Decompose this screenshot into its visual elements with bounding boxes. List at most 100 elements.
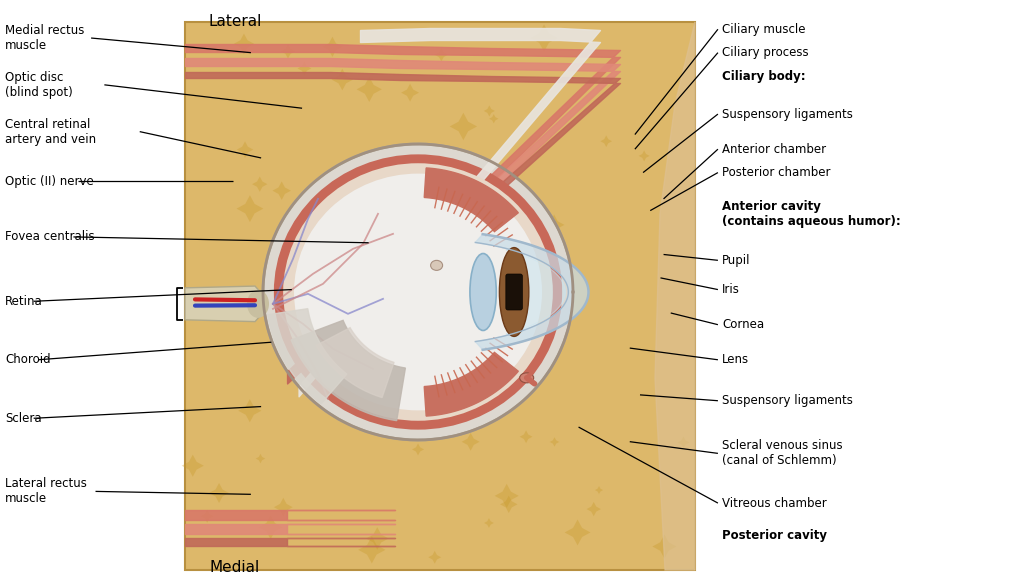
Ellipse shape: [470, 253, 497, 331]
Ellipse shape: [273, 154, 562, 429]
Polygon shape: [655, 22, 695, 570]
Text: Medial: Medial: [210, 560, 260, 575]
Polygon shape: [434, 48, 449, 61]
Text: Retina: Retina: [5, 295, 43, 308]
Polygon shape: [396, 174, 416, 194]
Polygon shape: [272, 181, 291, 200]
Polygon shape: [237, 142, 253, 158]
Text: Medial rectus
muscle: Medial rectus muscle: [5, 24, 85, 52]
Ellipse shape: [284, 163, 553, 421]
Text: Fovea centralis: Fovea centralis: [5, 230, 95, 243]
Polygon shape: [281, 44, 295, 59]
Polygon shape: [316, 328, 394, 398]
Ellipse shape: [263, 144, 573, 440]
Text: Scleral venous sinus
(canal of Schlemm): Scleral venous sinus (canal of Schlemm): [722, 439, 843, 467]
Polygon shape: [291, 321, 406, 421]
Polygon shape: [489, 114, 499, 123]
Ellipse shape: [520, 373, 534, 383]
Polygon shape: [268, 309, 347, 404]
Polygon shape: [564, 519, 591, 545]
Bar: [185, 22, 695, 570]
Polygon shape: [323, 37, 342, 57]
Text: Central retinal
artery and vein: Central retinal artery and vein: [5, 118, 96, 146]
Ellipse shape: [247, 290, 269, 318]
Text: Ciliary process: Ciliary process: [722, 46, 809, 59]
FancyBboxPatch shape: [506, 274, 522, 310]
Polygon shape: [209, 483, 229, 503]
Ellipse shape: [431, 260, 442, 270]
Polygon shape: [484, 518, 494, 528]
Polygon shape: [258, 515, 283, 539]
Ellipse shape: [500, 247, 528, 336]
Polygon shape: [356, 77, 382, 102]
Polygon shape: [428, 551, 441, 564]
Polygon shape: [550, 437, 559, 447]
Polygon shape: [366, 527, 388, 550]
Polygon shape: [332, 68, 353, 91]
Text: Cornea: Cornea: [722, 318, 764, 331]
Polygon shape: [303, 236, 327, 259]
Polygon shape: [233, 33, 254, 54]
Polygon shape: [506, 250, 565, 334]
Polygon shape: [185, 286, 263, 322]
Polygon shape: [544, 215, 564, 235]
Polygon shape: [298, 61, 311, 75]
Polygon shape: [462, 433, 479, 450]
Polygon shape: [530, 25, 558, 52]
Polygon shape: [500, 495, 517, 513]
Polygon shape: [256, 454, 265, 463]
Text: Ciliary body:: Ciliary body:: [722, 70, 806, 82]
Polygon shape: [334, 191, 356, 214]
Text: Posterior chamber: Posterior chamber: [722, 166, 830, 179]
Text: Anterior chamber: Anterior chamber: [722, 143, 826, 156]
Text: Posterior cavity: Posterior cavity: [722, 529, 827, 542]
Ellipse shape: [294, 174, 542, 411]
Polygon shape: [412, 443, 424, 455]
Polygon shape: [495, 484, 519, 508]
Polygon shape: [358, 536, 385, 563]
Polygon shape: [502, 311, 512, 320]
Polygon shape: [341, 295, 362, 317]
Polygon shape: [424, 352, 518, 416]
Text: Iris: Iris: [722, 283, 739, 296]
Text: Anterior cavity
(contains aqueous humor):: Anterior cavity (contains aqueous humor)…: [722, 199, 901, 228]
Polygon shape: [424, 168, 518, 232]
Text: Vitreous chamber: Vitreous chamber: [722, 497, 826, 510]
Polygon shape: [520, 431, 532, 443]
Polygon shape: [237, 195, 263, 222]
Polygon shape: [600, 135, 612, 147]
Text: Choroid: Choroid: [5, 353, 51, 366]
Polygon shape: [181, 455, 204, 477]
Text: Lens: Lens: [722, 353, 749, 366]
Text: Ciliary muscle: Ciliary muscle: [722, 23, 806, 36]
Text: Suspensory ligaments: Suspensory ligaments: [722, 108, 853, 121]
Polygon shape: [372, 161, 396, 185]
Polygon shape: [652, 535, 677, 559]
Polygon shape: [442, 341, 452, 350]
Polygon shape: [678, 436, 689, 449]
Text: Pupil: Pupil: [722, 254, 751, 267]
Polygon shape: [595, 486, 603, 494]
Polygon shape: [334, 288, 360, 314]
Text: Optic disc
(blind spot): Optic disc (blind spot): [5, 71, 73, 99]
Polygon shape: [401, 84, 419, 102]
Text: Lateral: Lateral: [208, 14, 262, 29]
Polygon shape: [309, 287, 323, 301]
Polygon shape: [450, 113, 477, 140]
Polygon shape: [447, 253, 456, 261]
Text: Optic (II) nerve: Optic (II) nerve: [5, 175, 94, 188]
Polygon shape: [359, 168, 378, 188]
Text: Lateral rectus
muscle: Lateral rectus muscle: [5, 477, 87, 505]
Polygon shape: [273, 498, 293, 517]
Polygon shape: [201, 510, 214, 523]
Polygon shape: [497, 201, 506, 209]
Polygon shape: [483, 105, 495, 116]
Polygon shape: [252, 177, 267, 192]
Polygon shape: [639, 150, 649, 161]
Polygon shape: [439, 245, 452, 258]
Text: Suspensory ligaments: Suspensory ligaments: [722, 394, 853, 407]
Polygon shape: [475, 234, 589, 350]
Polygon shape: [239, 399, 261, 422]
Polygon shape: [512, 185, 530, 204]
Text: Sclera: Sclera: [5, 412, 42, 425]
